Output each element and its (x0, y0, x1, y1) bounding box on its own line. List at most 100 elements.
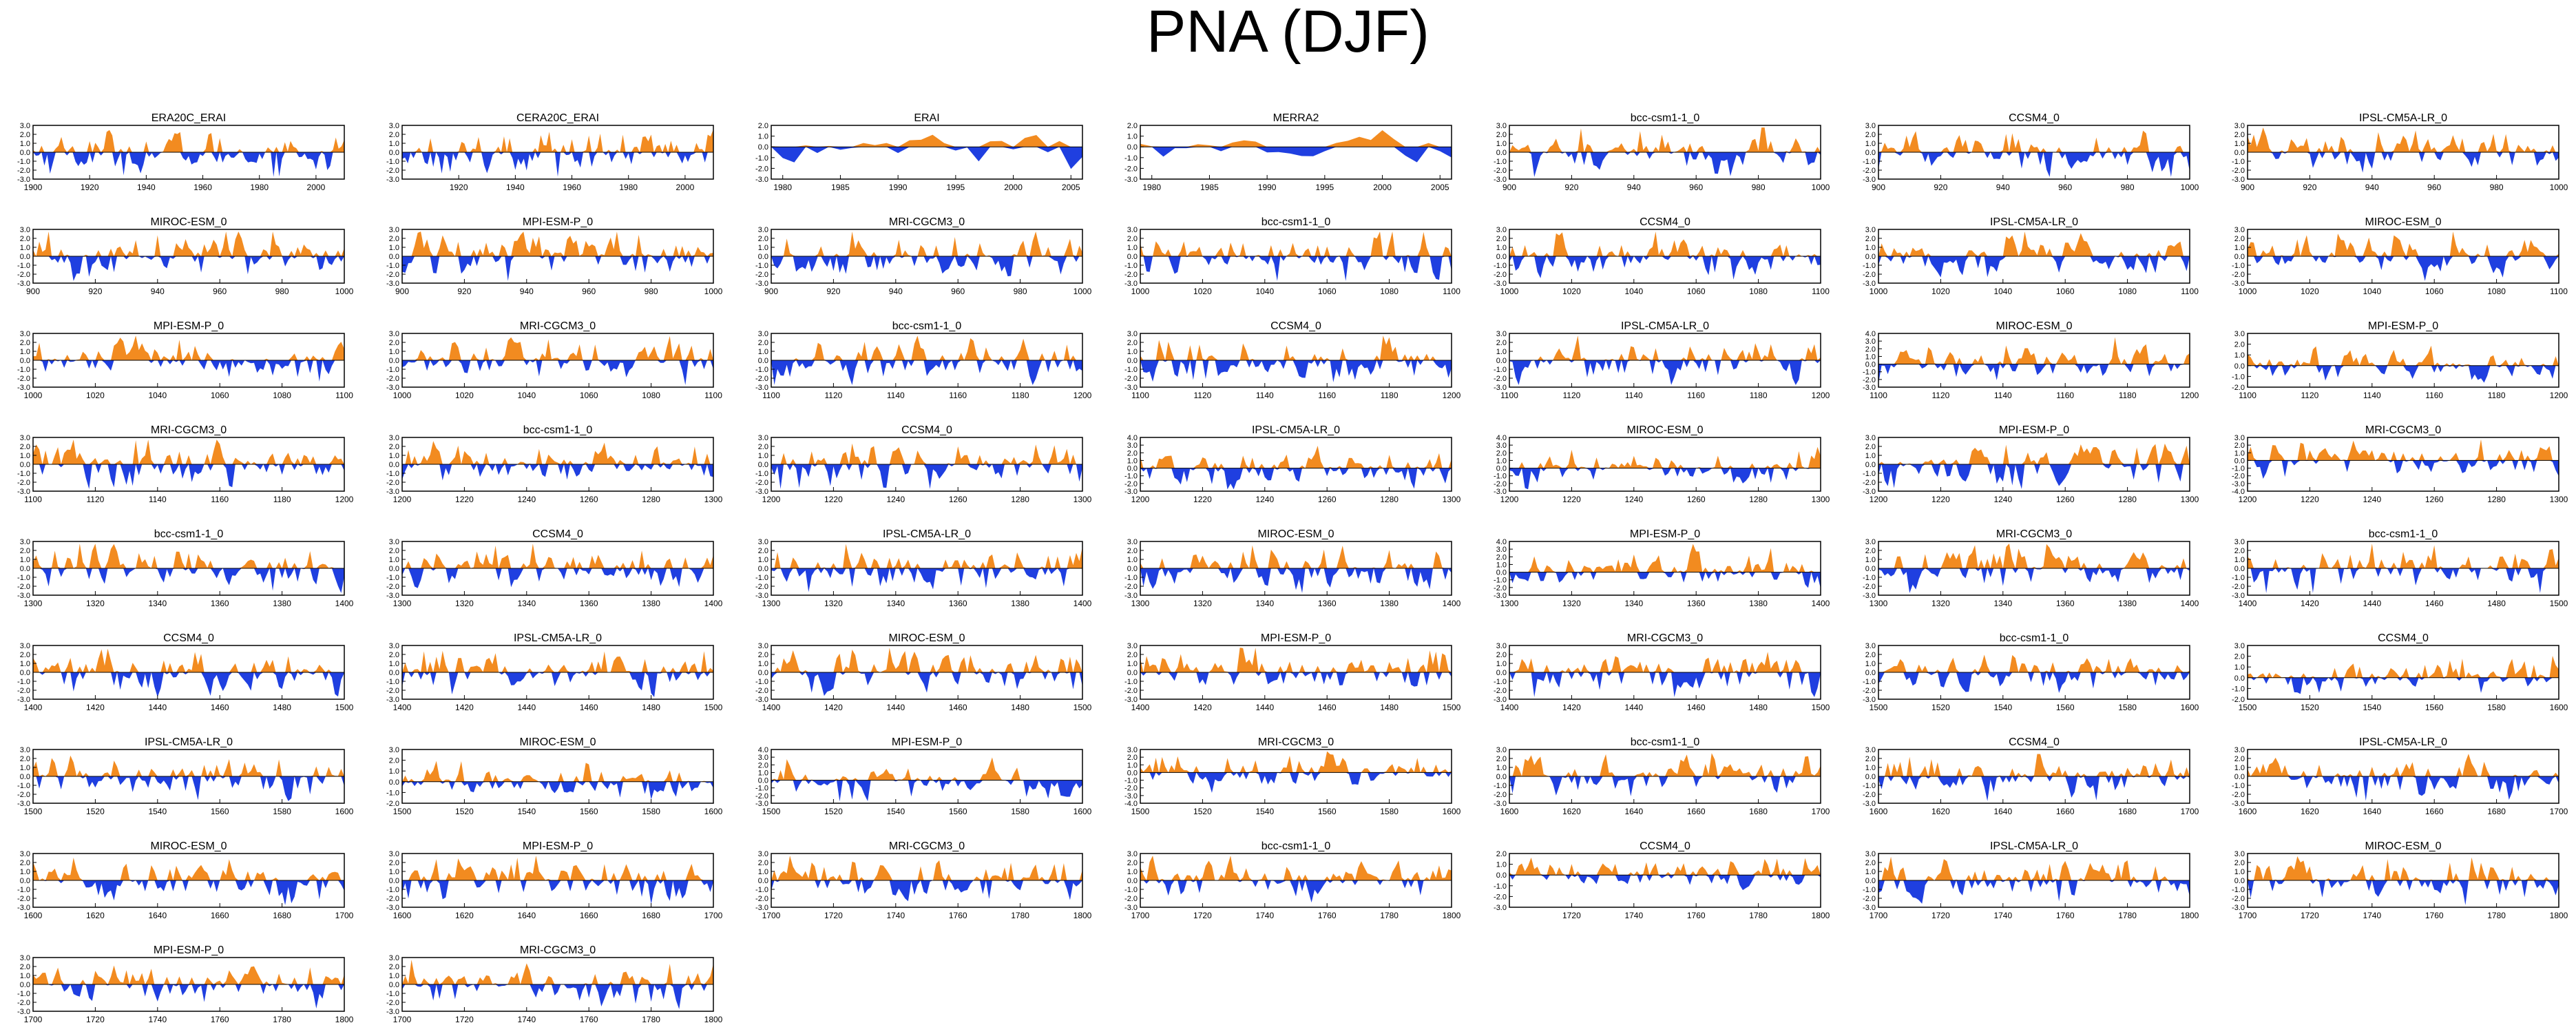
y-tick-label: 3.0 (2234, 642, 2245, 650)
y-tick-label: -3.0 (386, 384, 399, 392)
x-tick-label: 1400 (762, 703, 781, 712)
y-tick-label: -3.0 (17, 384, 30, 392)
panel-title: bcc-csm1-1_0 (2369, 528, 2438, 540)
negative-area (1878, 256, 2190, 278)
y-tick-label: 3.0 (1865, 642, 1876, 650)
x-tick-label: 1560 (580, 807, 598, 816)
y-tick-label: -3.0 (386, 488, 399, 496)
x-tick-label: 1680 (273, 911, 291, 920)
y-tick-label: 1.0 (1865, 452, 1876, 460)
positive-area (2248, 544, 2559, 568)
y-tick-label: 2.0 (1127, 859, 1138, 867)
y-tick-label: 1.0 (1496, 764, 1507, 772)
x-tick-label: 1100 (335, 391, 353, 400)
y-tick-label: -2.0 (1124, 375, 1138, 383)
y-tick-label: 2.0 (20, 755, 30, 763)
y-tick-label: 3.0 (389, 330, 399, 338)
y-tick-label: -1.0 (755, 678, 768, 686)
x-tick-label: 1380 (2118, 599, 2137, 608)
negative-area (1140, 468, 1452, 490)
x-tick-label: 1000 (2239, 287, 2257, 296)
x-tick-label: 1460 (1687, 703, 1706, 712)
figure-title: PNA (DJF) (1146, 0, 1430, 65)
y-tick-label: -3.0 (2232, 904, 2245, 912)
negative-area (402, 672, 713, 697)
y-tick-label: 2.0 (1496, 449, 1507, 457)
x-tick-label: 1720 (86, 1015, 105, 1024)
x-tick-label: 1180 (1381, 391, 1399, 400)
y-tick-label: 0.0 (1127, 143, 1138, 152)
positive-area (1878, 654, 2190, 672)
x-tick-label: 1560 (2425, 703, 2444, 712)
y-tick-label: -3.0 (1124, 592, 1138, 600)
panel-title: MPI-ESM-P_0 (2368, 320, 2438, 332)
x-tick-label: 1780 (1380, 911, 1399, 920)
y-tick-label: 3.0 (758, 754, 768, 762)
y-tick-label: -2.0 (386, 271, 399, 279)
chart-panel: bcc-csm1-1_0 3.02.01.00.0-1.0-2.0-3.01600… (1494, 736, 1830, 816)
panel-title: ERAI (914, 112, 939, 124)
y-tick-label: -1.0 (386, 789, 399, 797)
y-tick-label: 0.0 (1496, 773, 1507, 781)
positive-area (402, 650, 713, 672)
panel-title: MPI-ESM-P_0 (523, 840, 593, 852)
x-tick-label: 1985 (831, 183, 850, 192)
y-tick-label: 2.0 (20, 339, 30, 347)
y-tick-label: -2.0 (755, 895, 768, 903)
positive-area (33, 965, 344, 984)
y-tick-label: -1.0 (1124, 262, 1138, 270)
x-tick-label: 1580 (642, 807, 660, 816)
y-tick-label: 2.0 (20, 651, 30, 659)
negative-area (33, 568, 344, 593)
y-tick-label: 1.0 (1865, 660, 1876, 668)
y-tick-label: -3.0 (1863, 800, 1876, 808)
panel-title: CCSM4_0 (163, 632, 214, 644)
x-tick-label: 1800 (335, 1015, 354, 1024)
y-tick-label: 2.0 (1865, 235, 1876, 243)
x-tick-label: 1620 (2301, 807, 2319, 816)
panel-title: MRI-CGCM3_0 (889, 840, 965, 852)
x-tick-label: 1100 (2550, 287, 2568, 296)
panel-title: CCSM4_0 (2378, 632, 2429, 644)
x-tick-label: 1740 (1255, 911, 1274, 920)
y-tick-label: -1.0 (386, 886, 399, 894)
y-tick-label: 0.0 (389, 877, 399, 885)
positive-area (33, 544, 344, 568)
y-tick-label: -3.0 (755, 904, 768, 912)
chart-panel: bcc-csm1-1_0 3.02.01.00.0-1.0-2.0-3.01200… (386, 424, 723, 504)
x-tick-label: 1760 (1687, 911, 1706, 920)
y-tick-label: 3.0 (1496, 546, 1507, 554)
x-tick-label: 1580 (1011, 807, 1029, 816)
plot-frame (1140, 437, 1452, 492)
positive-area (402, 544, 713, 568)
x-tick-label: 1620 (86, 911, 105, 920)
x-tick-label: 1180 (273, 495, 291, 504)
x-tick-label: 1540 (517, 807, 536, 816)
chart-panel: MIROC-ESM_04.03.02.01.00.0-1.0-2.0-3.011… (1863, 320, 2199, 400)
y-tick-label: 1.0 (1127, 556, 1138, 564)
negative-area (1878, 152, 2190, 177)
negative-area (33, 672, 344, 697)
panel-title: MIROC-ESM_0 (519, 736, 596, 748)
y-tick-label: -1.0 (1494, 158, 1507, 166)
negative-area (33, 984, 344, 1009)
y-tick-label: -2.0 (755, 375, 768, 383)
x-tick-label: 900 (1872, 183, 1885, 192)
y-tick-label: -2.0 (2232, 384, 2245, 392)
x-tick-label: 1940 (137, 183, 156, 192)
y-tick-label: -3.0 (17, 1008, 30, 1016)
y-tick-label: 0.0 (1496, 871, 1507, 880)
x-tick-label: 1600 (1074, 807, 1092, 816)
x-tick-label: 920 (1934, 183, 1947, 192)
x-tick-label: 1800 (2181, 911, 2199, 920)
x-tick-label: 1300 (1074, 495, 1092, 504)
x-tick-label: 1520 (1193, 807, 1212, 816)
y-tick-label: 0.0 (389, 461, 399, 469)
x-tick-label: 1600 (393, 911, 412, 920)
y-tick-label: 3.0 (758, 330, 768, 338)
x-tick-label: 1220 (1931, 495, 1950, 504)
x-tick-label: 1520 (1931, 703, 1950, 712)
x-tick-label: 1420 (1193, 703, 1212, 712)
chart-panel: IPSL-CM5A-LR_03.02.01.00.0-1.0-2.0-3.011… (1494, 320, 1830, 400)
